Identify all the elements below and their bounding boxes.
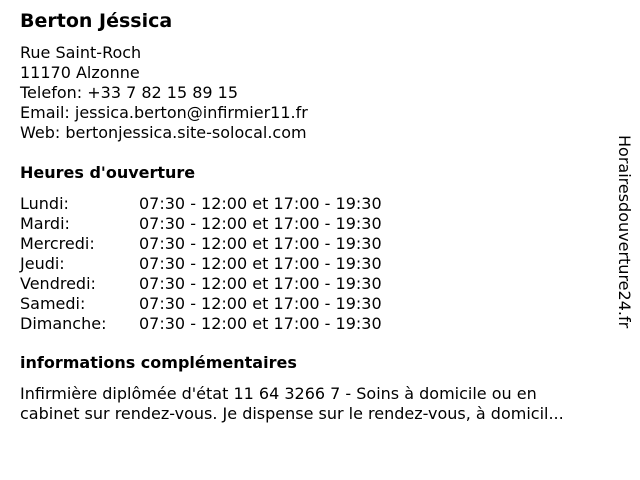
business-name: Berton Jéssica <box>20 10 173 32</box>
website: Web: bertonjessica.site-solocal.com <box>20 123 307 142</box>
hours-heading: Heures d'ouverture <box>20 163 196 182</box>
hours-day: Vendredi: <box>20 274 96 293</box>
hours-time: 07:30 - 12:00 et 17:00 - 19:30 <box>139 194 382 213</box>
hours-day: Dimanche: <box>20 314 107 333</box>
hours-time: 07:30 - 12:00 et 17:00 - 19:30 <box>139 274 382 293</box>
email: Email: jessica.berton@infirmier11.fr <box>20 103 308 122</box>
address-street: Rue Saint-Roch <box>20 43 142 62</box>
hours-day: Mercredi: <box>20 234 95 253</box>
address-city: 11170 Alzonne <box>20 63 140 82</box>
hours-day: Mardi: <box>20 214 70 233</box>
hours-time: 07:30 - 12:00 et 17:00 - 19:30 <box>139 294 382 313</box>
hours-day: Lundi: <box>20 194 69 213</box>
phone: Telefon: +33 7 82 15 89 15 <box>20 83 239 102</box>
hours-day: Samedi: <box>20 294 86 313</box>
watermark-text: Horairesdouverture24.fr <box>615 135 634 329</box>
hours-time: 07:30 - 12:00 et 17:00 - 19:30 <box>139 214 382 233</box>
hours-day: Jeudi: <box>20 254 65 273</box>
info-line: cabinet sur rendez-vous. Je dispense sur… <box>20 404 564 423</box>
info-heading: informations complémentaires <box>20 353 297 372</box>
hours-time: 07:30 - 12:00 et 17:00 - 19:30 <box>139 234 382 253</box>
hours-time: 07:30 - 12:00 et 17:00 - 19:30 <box>139 254 382 273</box>
hours-time: 07:30 - 12:00 et 17:00 - 19:30 <box>139 314 382 333</box>
info-line: Infirmière diplômée d'état 11 64 3266 7 … <box>20 384 537 403</box>
